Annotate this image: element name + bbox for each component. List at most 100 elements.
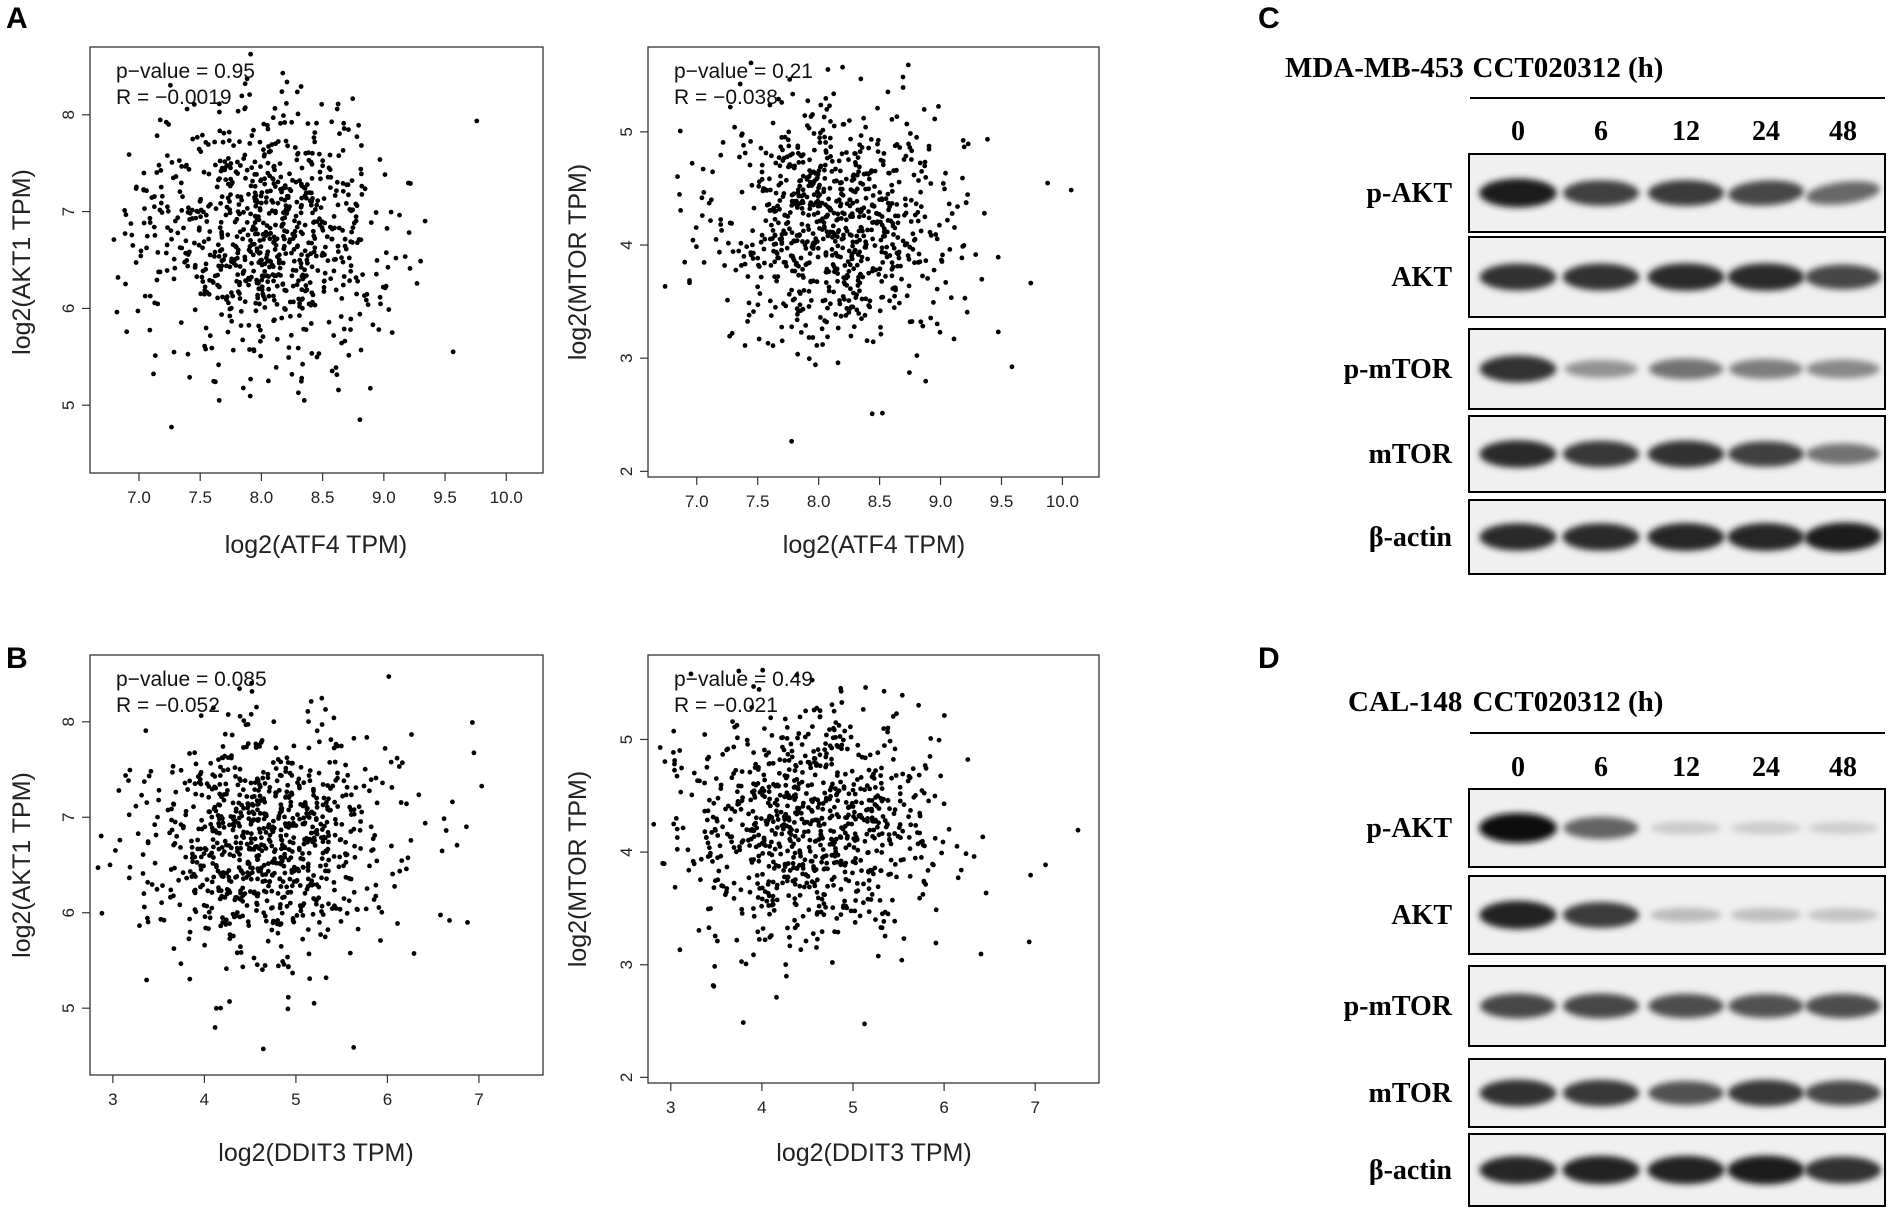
data-point [295, 913, 300, 918]
data-point [266, 127, 271, 132]
data-point [258, 328, 263, 333]
data-point [878, 308, 883, 313]
data-point [830, 230, 835, 235]
data-point [869, 897, 874, 902]
data-point [959, 868, 964, 873]
data-point [796, 160, 801, 165]
data-point [658, 745, 663, 750]
data-point [694, 225, 699, 230]
data-point [348, 239, 353, 244]
data-point [825, 334, 830, 339]
data-point [297, 258, 302, 263]
data-point [263, 914, 268, 919]
data-point [175, 231, 180, 236]
data-point [705, 765, 710, 770]
data-point [412, 951, 417, 956]
data-point [900, 693, 905, 698]
data-point [369, 777, 374, 782]
data-point [795, 352, 800, 357]
data-point [160, 194, 165, 199]
data-point [756, 263, 761, 268]
data-point [266, 861, 271, 866]
data-point [195, 838, 200, 843]
data-point [403, 254, 408, 259]
data-point [323, 245, 328, 250]
data-point [247, 347, 252, 352]
data-point [246, 283, 251, 288]
data-point [359, 143, 364, 148]
data-point [740, 190, 745, 195]
data-point [863, 187, 868, 192]
data-point [829, 762, 834, 767]
data-point [297, 847, 302, 852]
data-point [266, 287, 271, 292]
data-point [223, 782, 228, 787]
data-point [275, 337, 280, 342]
data-point [870, 815, 875, 820]
data-point [171, 764, 176, 769]
data-point [759, 816, 764, 821]
data-point [801, 834, 806, 839]
x-axis-title: log2(ATF4 TPM) [783, 531, 965, 559]
data-point [825, 306, 830, 311]
data-point [285, 755, 290, 760]
data-point [875, 106, 880, 111]
data-point [219, 895, 224, 900]
data-point [326, 858, 331, 863]
y-tick-label: 5 [617, 735, 636, 744]
data-point [137, 923, 142, 928]
data-point [750, 828, 755, 833]
data-point [347, 278, 352, 283]
data-point [865, 783, 870, 788]
data-point [864, 196, 869, 201]
data-point [128, 865, 133, 870]
data-point [176, 878, 181, 883]
data-point [785, 214, 790, 219]
data-point [881, 919, 886, 924]
data-point [795, 811, 800, 816]
data-point [187, 977, 192, 982]
data-point [299, 252, 304, 257]
data-point [279, 224, 284, 229]
data-point [707, 201, 712, 206]
data-point [278, 773, 283, 778]
data-point [832, 124, 837, 129]
protein-label: p-AKT [1366, 813, 1452, 844]
data-point [973, 252, 978, 257]
data-point [882, 234, 887, 239]
data-point [766, 341, 771, 346]
data-point [879, 868, 884, 873]
data-point [901, 85, 906, 90]
data-point [152, 204, 157, 209]
protein-label: AKT [1391, 900, 1452, 931]
data-point [213, 379, 218, 384]
data-point [209, 906, 214, 911]
data-point [852, 909, 857, 914]
data-point [170, 770, 175, 775]
data-point [745, 319, 750, 324]
protein-label: β-actin [1369, 522, 1453, 553]
data-point [227, 199, 232, 204]
data-point [831, 91, 836, 96]
data-point [844, 313, 849, 318]
data-point [227, 207, 232, 212]
data-point [273, 106, 278, 111]
data-point [255, 962, 260, 967]
data-point [725, 298, 730, 303]
data-point [823, 755, 828, 760]
data-point [307, 773, 312, 778]
data-point [801, 914, 806, 919]
data-point [823, 741, 828, 746]
data-point [229, 306, 234, 311]
data-point [879, 850, 884, 855]
data-point [249, 820, 254, 825]
data-point [793, 851, 798, 856]
data-point [722, 263, 727, 268]
data-point [252, 787, 257, 792]
data-point [778, 852, 783, 857]
data-point [311, 912, 316, 917]
data-point [909, 148, 914, 153]
data-point [801, 229, 806, 234]
data-point [271, 272, 276, 277]
data-point [343, 244, 348, 249]
